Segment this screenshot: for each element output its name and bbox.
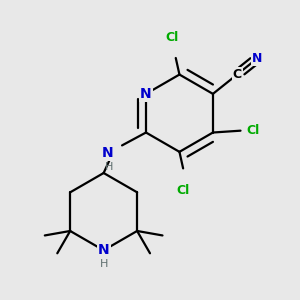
- Text: H: H: [100, 259, 108, 269]
- Text: Cl: Cl: [176, 184, 190, 197]
- Text: N: N: [252, 52, 262, 65]
- Text: C: C: [233, 68, 242, 81]
- Text: Cl: Cl: [247, 124, 260, 137]
- Text: H: H: [105, 162, 113, 172]
- Text: Cl: Cl: [166, 31, 179, 44]
- Text: N: N: [101, 146, 113, 160]
- Text: N: N: [98, 243, 109, 257]
- Text: N: N: [140, 87, 152, 101]
